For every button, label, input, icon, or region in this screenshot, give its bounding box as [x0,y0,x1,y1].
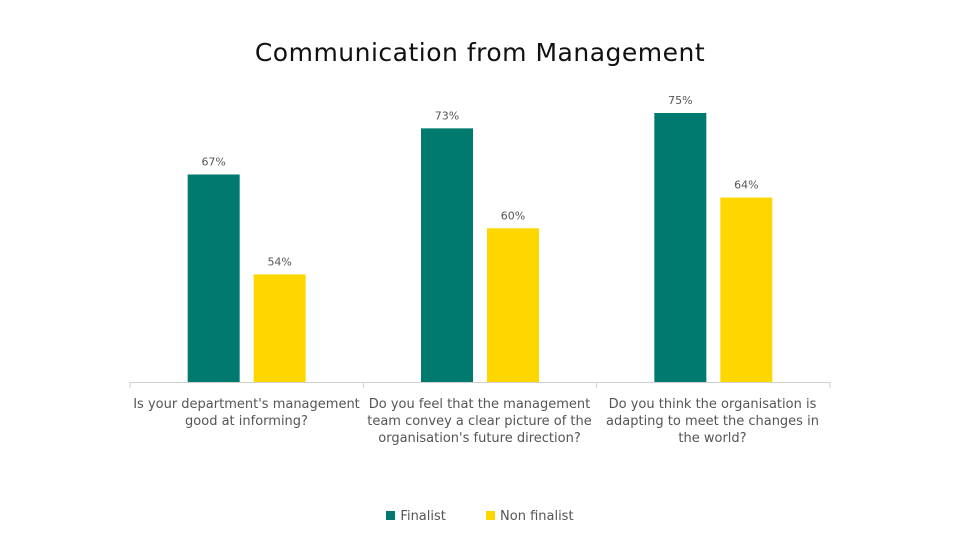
legend-label: Finalist [400,509,446,524]
data-label: 60% [501,209,525,222]
category-label: Do you feel that the management team con… [367,397,592,446]
bar-non-finalist [253,274,306,382]
bar-non-finalist [720,197,773,382]
data-label: 67% [201,155,225,168]
bar-finalist [421,128,473,382]
bar-finalist [187,174,240,382]
category-label: Do you think the organisation is adaptin… [606,397,819,446]
legend-label: Non finalist [500,509,574,524]
data-label: 75% [668,94,692,107]
bar-finalist [654,113,707,382]
category-label: Is your department's management good at … [133,397,360,429]
legend-item-non-finalist: Non finalist [486,509,574,524]
legend-swatch [386,511,396,520]
data-label: 54% [267,255,291,268]
legend-swatch [486,511,496,520]
data-label: 64% [734,179,758,192]
legend: Finalist Non finalist [0,509,960,524]
data-label: 73% [435,109,459,122]
bar-non-finalist [487,228,539,382]
legend-item-finalist: Finalist [386,509,446,524]
chart-title: Communication from Management [254,38,706,67]
